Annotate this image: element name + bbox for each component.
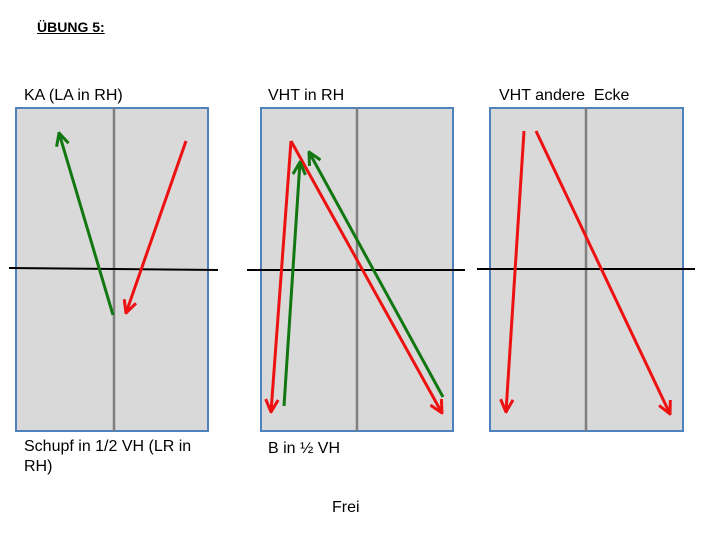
panel-label: VHT in RH [268, 87, 345, 104]
table-3 [477, 107, 695, 432]
arrow [534, 130, 670, 414]
footer: Frei [332, 499, 360, 516]
panel-caption: B in ½ VH [268, 440, 341, 457]
panel-caption: Schupf in 1/2 VH (LR in RH) [24, 438, 196, 475]
panel-label: VHT andere Ecke [499, 87, 630, 104]
arrow [289, 140, 442, 413]
table-1 [8, 107, 219, 432]
arrow [506, 130, 526, 412]
panel-label: KA (LA in RH) [24, 87, 123, 104]
arrow [126, 140, 188, 313]
table-2 [247, 107, 465, 432]
title: ÜBUNG 5: [37, 19, 105, 35]
arrow [59, 133, 115, 316]
arrow [309, 152, 445, 398]
arrow [282, 162, 300, 407]
arrow [271, 140, 293, 412]
